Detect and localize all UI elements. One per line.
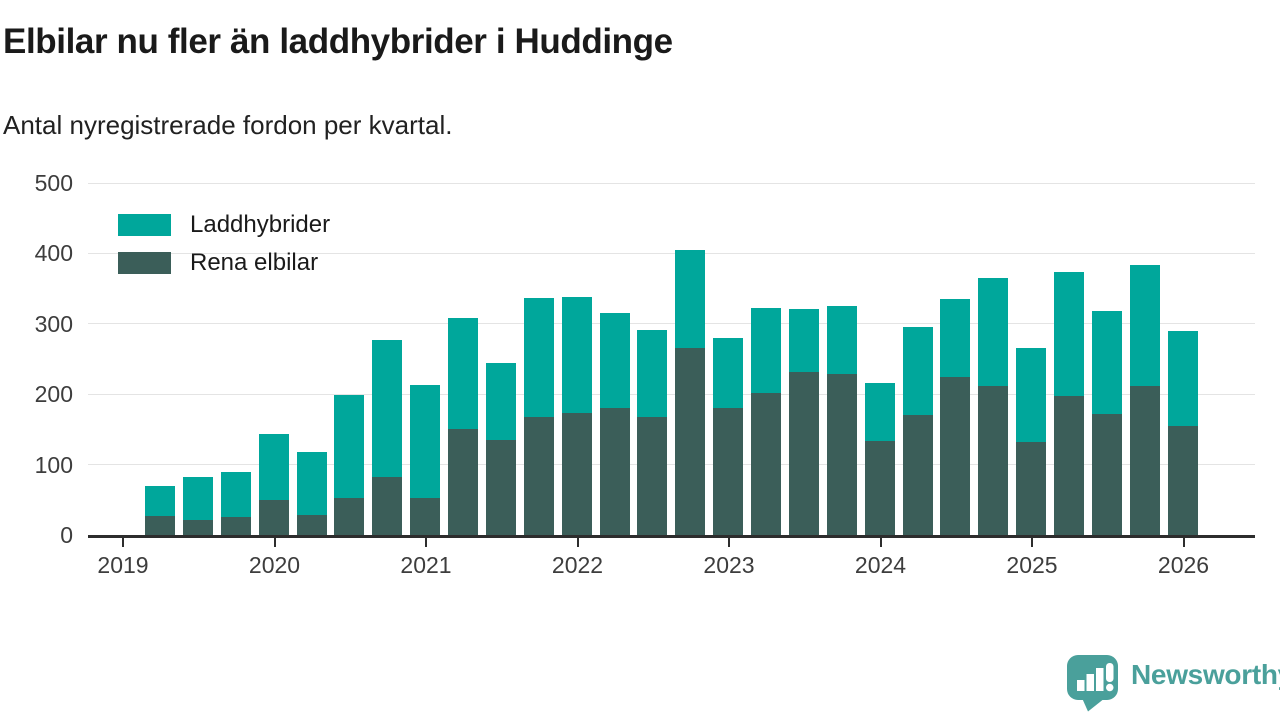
x-axis-line [88, 535, 1255, 538]
bar-segment-rena-elbilar [259, 500, 289, 535]
bar-segment-laddhybrider [562, 297, 592, 413]
bar-segment-rena-elbilar [637, 417, 667, 535]
gridline [88, 183, 1255, 184]
legend-item: Rena elbilar [118, 244, 330, 282]
bar-segment-laddhybrider [297, 452, 327, 515]
bar-segment-rena-elbilar [903, 415, 933, 535]
x-tick-label: 2026 [1139, 551, 1229, 579]
y-tick-label: 300 [13, 309, 73, 339]
x-tick-label: 2023 [684, 551, 774, 579]
bar-segment-rena-elbilar [297, 515, 327, 535]
bar-segment-laddhybrider [1168, 331, 1198, 426]
bar-segment-laddhybrider [751, 308, 781, 392]
bar-segment-rena-elbilar [410, 498, 440, 535]
bar-segment-rena-elbilar [1092, 414, 1122, 535]
legend-label: Laddhybrider [190, 211, 330, 239]
x-tick [577, 538, 579, 547]
chart-subtitle: Antal nyregistrerade fordon per kvartal. [3, 110, 452, 141]
bar-segment-laddhybrider [486, 363, 516, 440]
x-tick [425, 538, 427, 547]
bar-segment-laddhybrider [675, 250, 705, 348]
bar-segment-rena-elbilar [1016, 442, 1046, 535]
bar-segment-rena-elbilar [183, 520, 213, 535]
legend-swatch [118, 214, 171, 236]
bar-segment-rena-elbilar [751, 393, 781, 535]
x-tick [880, 538, 882, 547]
bar-segment-rena-elbilar [1168, 426, 1198, 535]
brand: Newsworthy [1066, 654, 1280, 717]
bar-segment-rena-elbilar [865, 441, 895, 535]
bar-segment-rena-elbilar [600, 408, 630, 535]
x-tick [122, 538, 124, 547]
bar-segment-laddhybrider [183, 477, 213, 520]
y-tick-label: 200 [13, 379, 73, 409]
bar-segment-rena-elbilar [1130, 386, 1160, 535]
bar-segment-laddhybrider [410, 385, 440, 498]
bar-segment-laddhybrider [334, 395, 364, 498]
bar-segment-laddhybrider [865, 383, 895, 441]
bar-segment-rena-elbilar [221, 517, 251, 535]
bar-segment-laddhybrider [221, 472, 251, 516]
bar-segment-laddhybrider [789, 309, 819, 372]
bar-segment-rena-elbilar [486, 440, 516, 535]
legend-swatch [118, 252, 171, 274]
bar-segment-rena-elbilar [789, 372, 819, 535]
x-tick-label: 2020 [230, 551, 320, 579]
bar-segment-laddhybrider [372, 340, 402, 477]
bar-segment-rena-elbilar [1054, 396, 1084, 535]
bar-segment-rena-elbilar [524, 417, 554, 535]
y-tick-label: 500 [13, 168, 73, 198]
x-tick [728, 538, 730, 547]
bar-segment-laddhybrider [637, 330, 667, 417]
bar-segment-rena-elbilar [978, 386, 1008, 535]
legend-item: Laddhybrider [118, 206, 330, 244]
bar-segment-laddhybrider [145, 486, 175, 516]
legend: Laddhybrider Rena elbilar [118, 206, 330, 282]
bar-segment-laddhybrider [940, 299, 970, 377]
bar-segment-rena-elbilar [827, 374, 857, 535]
bar-segment-laddhybrider [713, 338, 743, 408]
bar-segment-rena-elbilar [675, 348, 705, 535]
bar-segment-rena-elbilar [334, 498, 364, 535]
x-tick-label: 2025 [987, 551, 1077, 579]
bar-segment-rena-elbilar [372, 477, 402, 535]
bar-segment-rena-elbilar [713, 408, 743, 535]
x-tick [1031, 538, 1033, 547]
x-tick [274, 538, 276, 547]
bar-segment-laddhybrider [1092, 311, 1122, 414]
x-tick-label: 2019 [78, 551, 168, 579]
x-tick-label: 2021 [381, 551, 471, 579]
bar-segment-rena-elbilar [448, 429, 478, 535]
bar-segment-laddhybrider [448, 318, 478, 429]
bar-segment-rena-elbilar [940, 377, 970, 535]
bar-segment-laddhybrider [1130, 265, 1160, 386]
bar-segment-laddhybrider [1016, 348, 1046, 442]
y-tick-label: 0 [13, 520, 73, 550]
bar-segment-laddhybrider [600, 313, 630, 408]
y-tick-label: 400 [13, 238, 73, 268]
y-tick-label: 100 [13, 450, 73, 480]
bar-segment-laddhybrider [827, 306, 857, 374]
bar-segment-rena-elbilar [145, 516, 175, 535]
brand-name: Newsworthy [1131, 654, 1280, 696]
newsworthy-logo-icon [1066, 654, 1122, 717]
bar-segment-laddhybrider [1054, 272, 1084, 397]
page-title: Elbilar nu fler än laddhybrider i Huddin… [3, 22, 673, 62]
bar-segment-laddhybrider [903, 327, 933, 416]
x-tick-label: 2024 [836, 551, 926, 579]
bar-segment-rena-elbilar [562, 413, 592, 535]
bar-segment-laddhybrider [259, 434, 289, 500]
legend-label: Rena elbilar [190, 249, 318, 277]
bar-segment-laddhybrider [978, 278, 1008, 386]
x-tick-label: 2022 [533, 551, 623, 579]
x-tick [1183, 538, 1185, 547]
bar-segment-laddhybrider [524, 298, 554, 417]
